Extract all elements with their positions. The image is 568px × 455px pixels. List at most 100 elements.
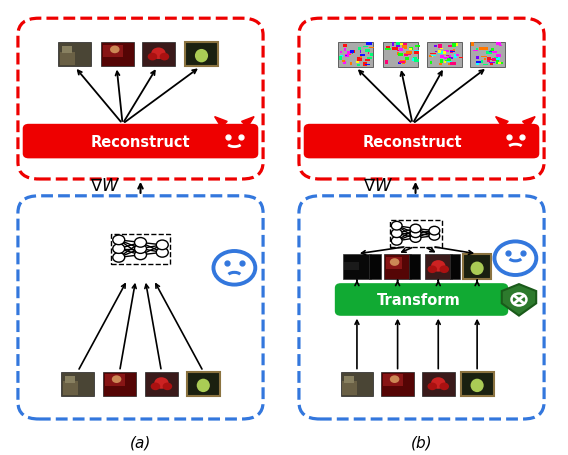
Bar bbox=[422, 372, 455, 396]
Circle shape bbox=[440, 383, 449, 390]
Bar bbox=[350, 51, 354, 54]
Bar bbox=[489, 63, 495, 64]
Bar bbox=[357, 65, 361, 66]
Bar bbox=[360, 51, 361, 54]
Polygon shape bbox=[523, 117, 535, 128]
Bar bbox=[491, 58, 496, 62]
Bar bbox=[448, 56, 452, 59]
Bar bbox=[62, 47, 72, 54]
Bar bbox=[381, 372, 414, 396]
Circle shape bbox=[135, 238, 147, 248]
Bar bbox=[145, 372, 178, 396]
Bar bbox=[496, 43, 500, 46]
Bar bbox=[386, 46, 390, 49]
Bar bbox=[398, 54, 403, 57]
Circle shape bbox=[112, 375, 122, 383]
Bar bbox=[347, 52, 353, 55]
Bar bbox=[452, 44, 456, 48]
Circle shape bbox=[391, 229, 402, 238]
Bar bbox=[365, 50, 370, 53]
Bar bbox=[409, 49, 412, 51]
Bar bbox=[340, 56, 343, 57]
Ellipse shape bbox=[470, 379, 484, 392]
Bar bbox=[434, 46, 437, 47]
Bar bbox=[471, 43, 474, 47]
Bar bbox=[445, 61, 450, 62]
Circle shape bbox=[440, 266, 449, 273]
Circle shape bbox=[429, 227, 440, 235]
Polygon shape bbox=[496, 117, 508, 128]
Bar bbox=[369, 255, 381, 280]
Circle shape bbox=[160, 54, 169, 61]
Bar bbox=[447, 59, 452, 62]
Bar bbox=[429, 56, 432, 58]
Bar bbox=[494, 57, 499, 61]
Bar bbox=[396, 46, 400, 48]
Bar bbox=[344, 49, 345, 52]
Bar bbox=[350, 62, 352, 66]
Bar bbox=[459, 58, 463, 59]
Text: Reconstruct: Reconstruct bbox=[363, 134, 462, 149]
Bar bbox=[360, 55, 365, 57]
Bar bbox=[444, 61, 445, 64]
Bar bbox=[399, 62, 405, 64]
Circle shape bbox=[431, 261, 445, 272]
Bar bbox=[444, 51, 449, 53]
Bar bbox=[343, 381, 357, 394]
Circle shape bbox=[431, 377, 445, 389]
Bar bbox=[447, 58, 453, 60]
Bar bbox=[403, 44, 407, 47]
Bar bbox=[349, 53, 353, 55]
Bar bbox=[367, 58, 373, 60]
Text: $\nabla W$: $\nabla W$ bbox=[90, 177, 120, 195]
Bar bbox=[365, 65, 370, 66]
Bar bbox=[470, 43, 504, 67]
Bar bbox=[490, 60, 494, 61]
Polygon shape bbox=[241, 117, 254, 128]
FancyBboxPatch shape bbox=[335, 283, 508, 316]
Bar bbox=[349, 52, 351, 56]
Text: Reconstruct: Reconstruct bbox=[91, 134, 190, 149]
Bar bbox=[407, 55, 411, 56]
Bar bbox=[402, 46, 407, 49]
Bar bbox=[340, 372, 373, 396]
Bar bbox=[339, 43, 373, 67]
Bar bbox=[105, 374, 124, 386]
Bar bbox=[486, 52, 491, 55]
Text: $\nabla W$: $\nabla W$ bbox=[364, 177, 394, 195]
Bar bbox=[60, 52, 75, 66]
Bar bbox=[489, 52, 492, 53]
Circle shape bbox=[151, 383, 160, 390]
Bar bbox=[343, 61, 345, 63]
Bar bbox=[384, 255, 411, 280]
Bar bbox=[357, 48, 361, 51]
Bar bbox=[414, 51, 419, 52]
Bar bbox=[397, 51, 402, 52]
Circle shape bbox=[135, 251, 147, 260]
Bar bbox=[496, 61, 499, 65]
Bar bbox=[404, 46, 407, 48]
Circle shape bbox=[428, 383, 437, 390]
Bar bbox=[343, 45, 346, 48]
Bar bbox=[440, 49, 442, 51]
Bar bbox=[383, 43, 418, 67]
Circle shape bbox=[156, 248, 168, 258]
Bar bbox=[345, 55, 349, 58]
Bar bbox=[492, 52, 497, 54]
Bar bbox=[404, 54, 408, 55]
Bar bbox=[487, 61, 490, 63]
FancyBboxPatch shape bbox=[23, 125, 258, 159]
Bar bbox=[481, 56, 487, 58]
Bar bbox=[498, 63, 501, 65]
Bar bbox=[481, 61, 483, 64]
Bar bbox=[438, 46, 442, 49]
Circle shape bbox=[410, 229, 421, 238]
Bar bbox=[456, 55, 460, 56]
Bar bbox=[475, 62, 481, 64]
Bar bbox=[412, 59, 414, 62]
Bar bbox=[461, 372, 494, 396]
Bar bbox=[343, 255, 371, 280]
Bar bbox=[343, 62, 346, 65]
Bar bbox=[344, 263, 359, 270]
Bar bbox=[352, 51, 354, 53]
